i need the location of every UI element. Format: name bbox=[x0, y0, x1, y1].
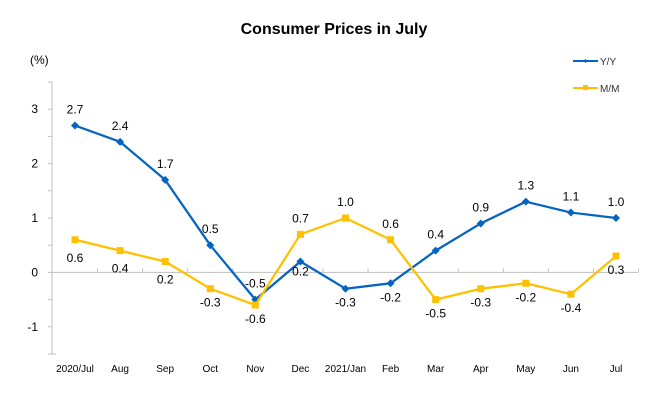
legend: Y/Y M/M bbox=[573, 57, 619, 95]
axes: -1 0 1 2 3 2020/Jul Aug Sep Oct Nov Dec 2021/Jan Feb… bbox=[27, 81, 640, 375]
data-point-diamond bbox=[521, 197, 530, 206]
legend-marker-diamond bbox=[583, 59, 588, 63]
data-point-diamond bbox=[612, 214, 620, 222]
x-tick-label: 2020/Jul bbox=[56, 364, 94, 375]
data-label: 0.2 bbox=[157, 273, 174, 287]
data-label: 0.9 bbox=[472, 200, 489, 214]
x-tick-label: May bbox=[516, 364, 535, 375]
data-point-diamond bbox=[476, 219, 485, 228]
x-tick-label: Apr bbox=[473, 364, 489, 375]
data-label: 1.0 bbox=[337, 195, 354, 209]
data-point-square bbox=[251, 301, 259, 309]
data-point-square bbox=[206, 285, 214, 293]
data-point-diamond bbox=[206, 241, 215, 250]
data-label: 1.1 bbox=[563, 190, 580, 204]
x-tick-label: Nov bbox=[246, 364, 264, 375]
data-label: -0.5 bbox=[425, 307, 446, 321]
data-point-square bbox=[477, 285, 485, 293]
series-layer bbox=[71, 121, 620, 309]
data-label: 0.4 bbox=[427, 228, 444, 242]
data-point-diamond bbox=[161, 175, 170, 184]
data-point-square bbox=[432, 296, 440, 304]
data-label: 2.4 bbox=[112, 119, 129, 133]
y-tick-label: 1 bbox=[31, 211, 38, 225]
data-label: 0.3 bbox=[608, 263, 625, 277]
data-point-diamond bbox=[341, 284, 350, 293]
data-point-diamond bbox=[116, 137, 125, 146]
data-point-square bbox=[522, 279, 530, 287]
chart-title: Consumer Prices in July bbox=[241, 21, 428, 38]
x-tick-label: Feb bbox=[382, 364, 400, 375]
y-tick-label: -1 bbox=[27, 320, 38, 334]
data-label: 0.4 bbox=[112, 262, 129, 276]
x-tick-label: Sep bbox=[156, 364, 174, 375]
data-point-diamond bbox=[566, 208, 575, 217]
x-tick-label: Aug bbox=[111, 364, 129, 375]
data-label: 1.3 bbox=[517, 179, 534, 193]
data-label: -0.4 bbox=[561, 301, 582, 315]
x-tick-label: Oct bbox=[202, 364, 218, 375]
data-point-square bbox=[71, 236, 79, 244]
x-tick-label: Jun bbox=[563, 364, 579, 375]
data-labels-layer: 2.7 2.4 1.7 0.5 -0.5 0.2 -0.3 -0.2 0.4 0.9 1.3 1.1 1… bbox=[67, 103, 625, 327]
data-label: -0.3 bbox=[200, 296, 221, 310]
data-label: 0.7 bbox=[292, 211, 309, 225]
data-label: -0.3 bbox=[470, 296, 491, 310]
data-label: 0.6 bbox=[382, 217, 399, 231]
data-label: 2.7 bbox=[67, 103, 84, 117]
y-tick-label: 2 bbox=[31, 157, 38, 171]
data-point-square bbox=[296, 230, 304, 238]
data-label: 1.7 bbox=[157, 157, 174, 171]
data-label: -0.2 bbox=[515, 290, 536, 304]
data-point-diamond bbox=[296, 257, 305, 266]
y-tick-label: 3 bbox=[31, 102, 38, 116]
x-tick-label: 2021/Jan bbox=[325, 364, 366, 375]
data-point-square bbox=[161, 258, 169, 266]
data-point-square bbox=[116, 247, 124, 255]
data-label: 0.2 bbox=[292, 265, 309, 279]
y-axis-unit-label: (%) bbox=[30, 53, 49, 67]
x-tick-label: Mar bbox=[427, 364, 445, 375]
data-point-square bbox=[612, 252, 620, 260]
legend-label: Y/Y bbox=[600, 57, 616, 68]
legend-marker-square bbox=[583, 85, 588, 90]
data-point-diamond bbox=[431, 246, 440, 255]
data-label: -0.6 bbox=[245, 312, 266, 326]
x-tick-label: Dec bbox=[292, 364, 310, 375]
data-point-diamond bbox=[386, 279, 395, 288]
data-point-square bbox=[387, 236, 395, 244]
data-label: 1.0 bbox=[608, 195, 625, 209]
data-label: 0.5 bbox=[202, 222, 219, 236]
data-point-square bbox=[567, 290, 575, 298]
y-tick-label: 0 bbox=[31, 265, 38, 279]
data-point-square bbox=[342, 214, 349, 222]
legend-label: M/M bbox=[600, 84, 619, 95]
data-label: -0.2 bbox=[380, 290, 401, 304]
data-point-diamond bbox=[71, 121, 79, 130]
x-tick-label: Jul bbox=[610, 364, 623, 375]
data-label: -0.5 bbox=[245, 277, 266, 291]
data-label: 0.6 bbox=[67, 251, 84, 265]
data-label: -0.3 bbox=[335, 296, 356, 310]
